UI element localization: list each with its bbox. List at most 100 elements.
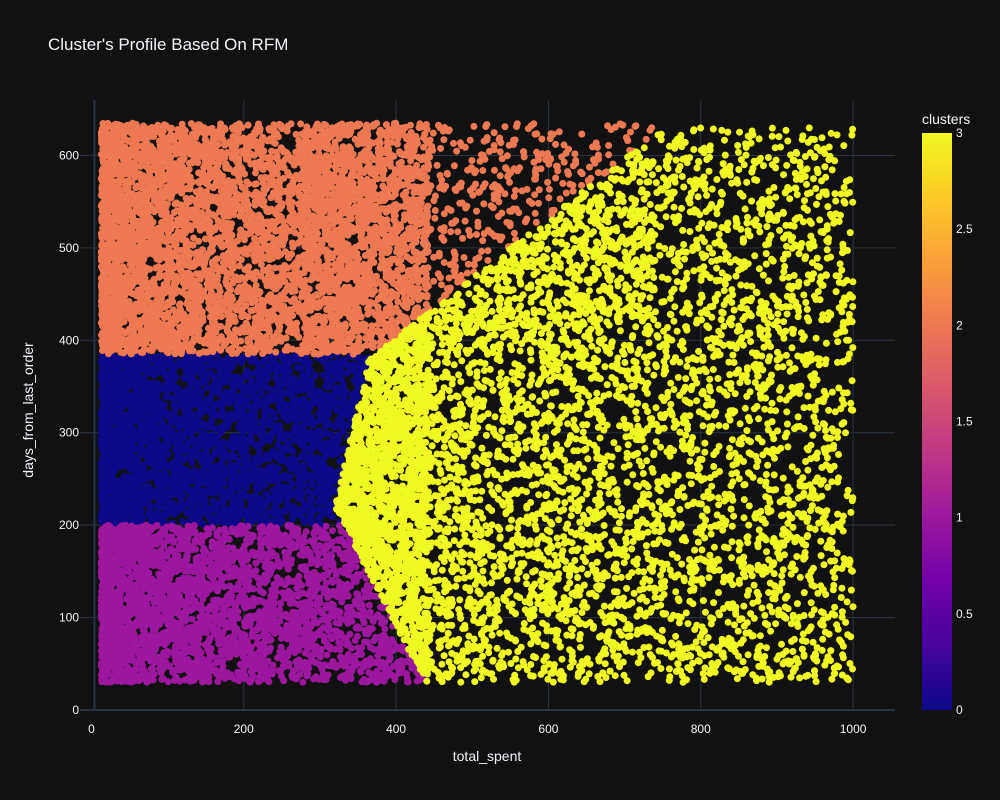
data-point-cluster-0	[284, 439, 291, 447]
data-point-cluster-0	[154, 478, 162, 485]
data-point-cluster-0	[227, 442, 235, 450]
data-point-cluster-0	[326, 449, 334, 457]
data-point-cluster-0	[169, 384, 177, 391]
data-point-cluster-0	[279, 406, 287, 414]
data-point-cluster-0	[286, 459, 294, 467]
data-point-cluster-0	[146, 505, 154, 513]
data-point-cluster-0	[152, 435, 160, 443]
data-point-cluster-1	[377, 603, 385, 611]
data-point-cluster-0	[125, 367, 133, 374]
data-point-cluster-0	[138, 429, 146, 437]
data-point-cluster-0	[170, 370, 178, 378]
data-point-cluster-1	[184, 552, 191, 560]
data-point-cluster-0	[109, 391, 117, 399]
data-point-cluster-1	[140, 583, 148, 591]
data-point-cluster-0	[207, 418, 215, 426]
data-point-cluster-0	[126, 486, 134, 494]
data-point-cluster-0	[307, 501, 315, 509]
data-point-cluster-0	[232, 383, 240, 391]
data-point-cluster-0	[166, 482, 173, 490]
data-point-cluster-0	[349, 361, 357, 369]
data-point-cluster-0	[115, 450, 122, 458]
data-point-cluster-0	[158, 431, 166, 439]
data-point-cluster-0	[197, 370, 205, 378]
data-point-cluster-0	[250, 462, 258, 470]
data-point-cluster-0	[199, 487, 207, 495]
data-point-cluster-1	[132, 618, 140, 626]
data-point-cluster-0	[193, 509, 200, 517]
data-point-cluster-0	[109, 362, 117, 370]
data-point-cluster-0	[276, 509, 284, 516]
data-point-cluster-0	[162, 512, 170, 519]
data-point-cluster-0	[226, 461, 234, 469]
data-point-cluster-0	[171, 394, 179, 402]
data-point-cluster-0	[165, 377, 172, 385]
data-point-cluster-0	[201, 445, 209, 453]
data-point-cluster-0	[160, 408, 168, 416]
data-point-cluster-1	[269, 661, 277, 669]
data-point-cluster-0	[214, 383, 222, 391]
data-point-cluster-1	[280, 677, 288, 685]
data-point-cluster-0	[222, 388, 230, 396]
data-point-cluster-1	[365, 669, 373, 677]
data-point-cluster-0	[288, 502, 296, 510]
data-point-cluster-0	[163, 440, 171, 447]
data-point-cluster-0	[307, 366, 314, 374]
data-point-cluster-0	[326, 369, 334, 377]
data-point-cluster-0	[133, 435, 141, 442]
data-point-cluster-0	[300, 465, 308, 472]
data-point-cluster-0	[229, 502, 237, 510]
data-point-cluster-0	[254, 360, 261, 367]
data-point-cluster-0	[185, 477, 193, 485]
data-point-cluster-0	[182, 424, 190, 432]
data-point-cluster-0	[152, 394, 160, 402]
data-point-cluster-1	[278, 579, 286, 587]
data-point-cluster-0	[297, 453, 305, 461]
data-point-cluster-0	[182, 369, 190, 377]
data-point-cluster-0	[243, 394, 251, 402]
data-point-cluster-0	[129, 412, 137, 420]
data-point-cluster-0	[193, 445, 201, 452]
data-point-cluster-0	[262, 502, 270, 510]
data-point-cluster-0	[177, 418, 185, 426]
data-point-cluster-0	[133, 363, 141, 371]
data-point-cluster-0	[143, 366, 151, 374]
data-point-cluster-0	[299, 475, 307, 483]
data-point-cluster-0	[280, 376, 288, 384]
data-point-cluster-0	[276, 473, 284, 481]
data-point-cluster-0	[186, 448, 194, 456]
data-point-cluster-0	[247, 385, 255, 393]
data-point-cluster-0	[134, 355, 142, 363]
data-point-cluster-0	[126, 427, 134, 434]
data-point-cluster-0	[321, 466, 329, 474]
data-point-cluster-0	[194, 421, 202, 429]
data-point-cluster-1	[243, 539, 251, 547]
data-point-cluster-0	[132, 500, 140, 507]
data-point-cluster-0	[316, 496, 324, 504]
data-point-cluster-0	[297, 494, 305, 502]
data-point-cluster-0	[121, 359, 129, 367]
data-point-cluster-0	[248, 511, 256, 519]
data-point-cluster-0	[309, 436, 317, 443]
data-point-cluster-0	[266, 416, 274, 424]
data-point-cluster-0	[316, 513, 324, 521]
data-point-cluster-0	[289, 400, 297, 408]
data-point-cluster-0	[266, 397, 274, 405]
data-point-cluster-0	[149, 513, 157, 521]
data-point-cluster-0	[294, 433, 302, 441]
data-point-cluster-0	[247, 502, 255, 509]
data-point-cluster-1	[381, 666, 389, 674]
data-point-cluster-0	[235, 399, 243, 407]
data-point-cluster-1	[252, 559, 260, 567]
data-point-cluster-0	[145, 445, 153, 453]
data-point-cluster-1	[381, 625, 389, 633]
data-point-cluster-0	[107, 457, 115, 465]
data-point-cluster-0	[162, 393, 170, 401]
data-point-cluster-1	[140, 625, 148, 633]
data-point-cluster-0	[97, 491, 105, 499]
data-point-cluster-1	[209, 604, 217, 612]
data-point-cluster-0	[259, 422, 267, 430]
data-point-cluster-0	[315, 427, 323, 434]
data-point-cluster-0	[343, 369, 351, 377]
